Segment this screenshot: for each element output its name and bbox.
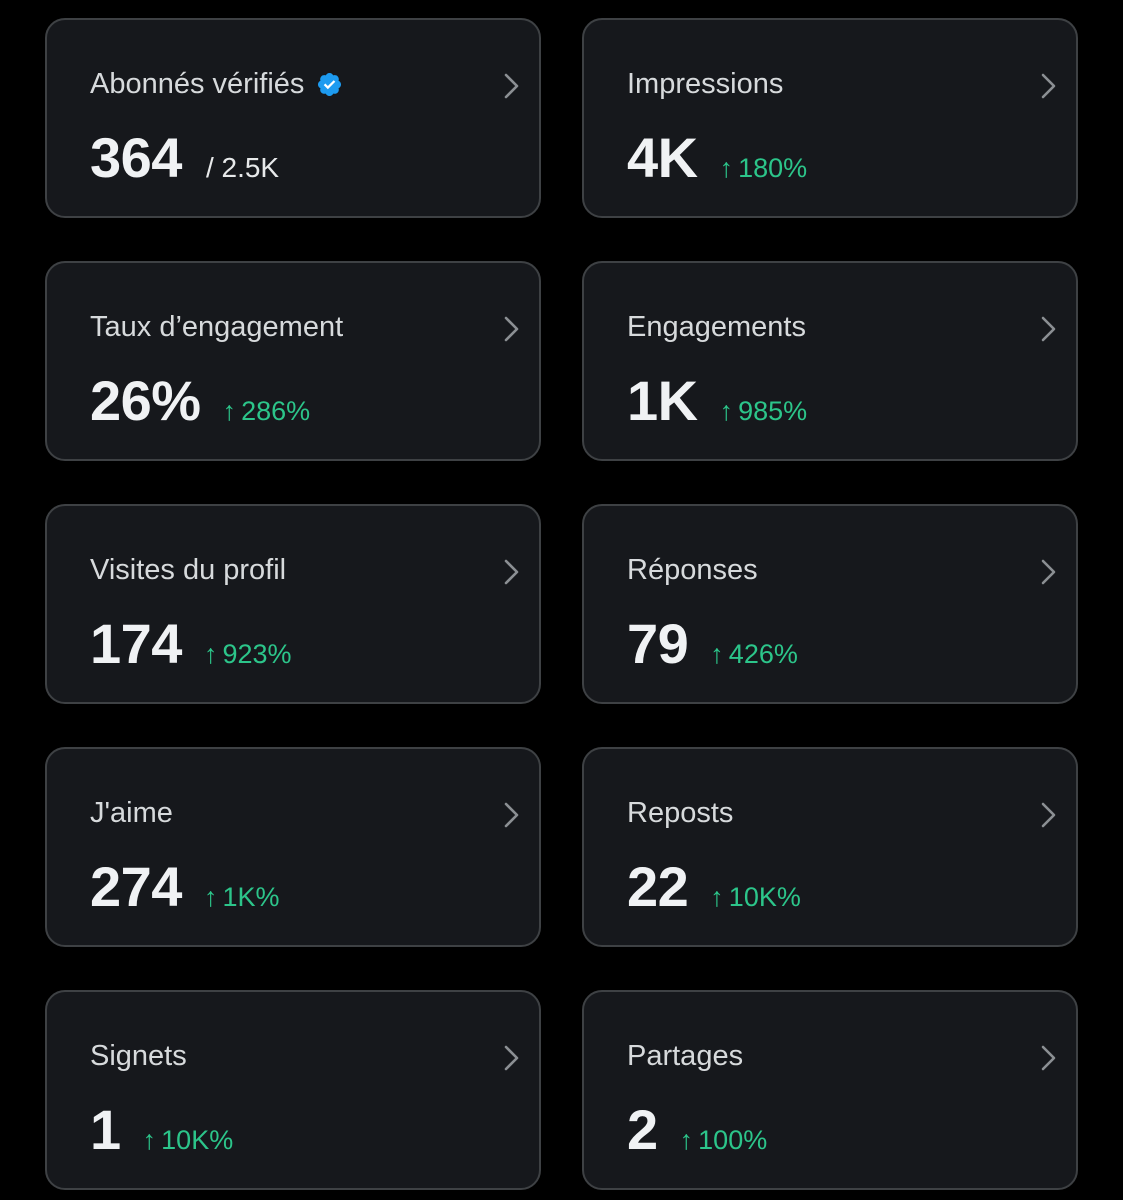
card-title-label: Reposts	[627, 797, 734, 829]
metric-change: ↑ 426%	[710, 639, 798, 670]
metric-change-value: 1K%	[222, 882, 280, 912]
metric-change: ↑ 286%	[223, 396, 311, 427]
card-reposts[interactable]: Reposts 22 ↑ 10K%	[582, 747, 1078, 947]
card-title-label: Abonnés vérifiés	[90, 68, 305, 100]
metric-change-value: 923%	[222, 639, 292, 669]
arrow-up-icon: ↑	[719, 396, 734, 426]
metric-value: 26%	[90, 369, 201, 432]
card-title-label: J'aime	[90, 797, 173, 829]
card-title: Signets	[90, 1040, 187, 1073]
card-bookmarks[interactable]: Signets 1 ↑ 10K%	[45, 990, 541, 1190]
metric-total: / 2.5K	[205, 152, 280, 183]
metric-value: 174	[90, 612, 182, 675]
card-title: Réponses	[627, 554, 758, 587]
arrow-up-icon: ↑	[142, 1125, 157, 1155]
card-likes[interactable]: J'aime 274 ↑ 1K%	[45, 747, 541, 947]
metric-row: 1 ↑ 10K%	[90, 1102, 233, 1158]
card-title: Reposts	[627, 797, 733, 830]
metric-change: ↑ 10K%	[143, 1125, 234, 1156]
chevron-right-icon	[1041, 73, 1056, 99]
metric-value: 22	[627, 855, 689, 918]
metric-value: 2	[627, 1098, 658, 1161]
arrow-up-icon: ↑	[710, 882, 724, 912]
card-title: Impressions	[627, 68, 783, 101]
metric-change-value: 286%	[241, 396, 311, 426]
verified-badge-icon	[318, 72, 342, 97]
metric-value: 274	[90, 855, 182, 918]
metric-value: 4K	[627, 126, 698, 189]
chevron-right-icon	[504, 316, 519, 342]
arrow-up-icon: ↑	[203, 882, 218, 912]
metric-change: ↑ 1K%	[204, 882, 280, 913]
metric-value: 1K	[627, 369, 698, 432]
chevron-right-icon	[504, 559, 519, 585]
metric-row: 79 ↑ 426%	[627, 616, 798, 672]
metric-row: 2 ↑ 100%	[627, 1102, 767, 1158]
metric-value: 364	[90, 126, 182, 189]
card-title: Engagements	[627, 311, 806, 344]
arrow-up-icon: ↑	[710, 639, 724, 669]
card-title-label: Signets	[90, 1040, 187, 1072]
card-profile-visits[interactable]: Visites du profil 174 ↑ 923%	[45, 504, 541, 704]
arrow-up-icon: ↑	[222, 396, 237, 426]
metric-row: 4K ↑ 180%	[627, 130, 807, 186]
chevron-right-icon	[1041, 559, 1056, 585]
metric-change-value: 10K%	[161, 1125, 234, 1155]
chevron-right-icon	[1041, 316, 1056, 342]
card-engagement-rate[interactable]: Taux d’engagement 26% ↑ 286%	[45, 261, 541, 461]
arrow-up-icon: ↑	[679, 1125, 694, 1155]
card-shares[interactable]: Partages 2 ↑ 100%	[582, 990, 1078, 1190]
metric-change-value: 985%	[738, 396, 808, 426]
card-title: Partages	[627, 1040, 743, 1073]
metric-change: ↑ 923%	[204, 639, 292, 670]
card-engagements[interactable]: Engagements 1K ↑ 985%	[582, 261, 1078, 461]
card-title-label: Partages	[627, 1040, 744, 1072]
metric-row: 1K ↑ 985%	[627, 373, 807, 429]
chevron-right-icon	[1041, 802, 1056, 828]
metric-row: 364 / 2.5K	[90, 130, 279, 186]
card-impressions[interactable]: Impressions 4K ↑ 180%	[582, 18, 1078, 218]
metric-row: 174 ↑ 923%	[90, 616, 292, 672]
card-title-label: Réponses	[627, 554, 758, 586]
card-title: Visites du profil	[90, 554, 286, 587]
chevron-right-icon	[504, 73, 519, 99]
card-title-label: Visites du profil	[90, 554, 287, 586]
card-title: J'aime	[90, 797, 173, 830]
card-title: Taux d’engagement	[90, 311, 343, 344]
chevron-right-icon	[504, 802, 519, 828]
chevron-right-icon	[1041, 1045, 1056, 1071]
arrow-up-icon: ↑	[203, 639, 218, 669]
card-replies[interactable]: Réponses 79 ↑ 426%	[582, 504, 1078, 704]
metric-row: 26% ↑ 286%	[90, 373, 310, 429]
chevron-right-icon	[504, 1045, 519, 1071]
metric-change-value: 180%	[738, 153, 808, 183]
arrow-up-icon: ↑	[719, 153, 734, 183]
metric-change-value: 426%	[728, 639, 798, 669]
metric-value: 79	[627, 612, 689, 675]
card-verified-followers[interactable]: Abonnés vérifiés 364 / 2.5K	[45, 18, 541, 218]
metric-change: ↑ 100%	[680, 1125, 768, 1156]
metric-change-value: 100%	[698, 1125, 768, 1155]
metric-row: 274 ↑ 1K%	[90, 859, 279, 915]
metric-change-value: 10K%	[728, 882, 801, 912]
analytics-grid: Abonnés vérifiés 364 / 2.5K Impressions …	[45, 18, 1078, 1190]
metric-change: ↑ 180%	[720, 153, 808, 184]
metric-change: ↑ 10K%	[710, 882, 801, 913]
card-title: Abonnés vérifiés	[90, 68, 343, 101]
metric-row: 22 ↑ 10K%	[627, 859, 801, 915]
card-title-label: Engagements	[627, 311, 806, 343]
metric-change: ↑ 985%	[720, 396, 808, 427]
card-title-label: Taux d’engagement	[90, 311, 344, 343]
card-title-label: Impressions	[627, 68, 784, 100]
metric-value: 1	[90, 1098, 121, 1161]
